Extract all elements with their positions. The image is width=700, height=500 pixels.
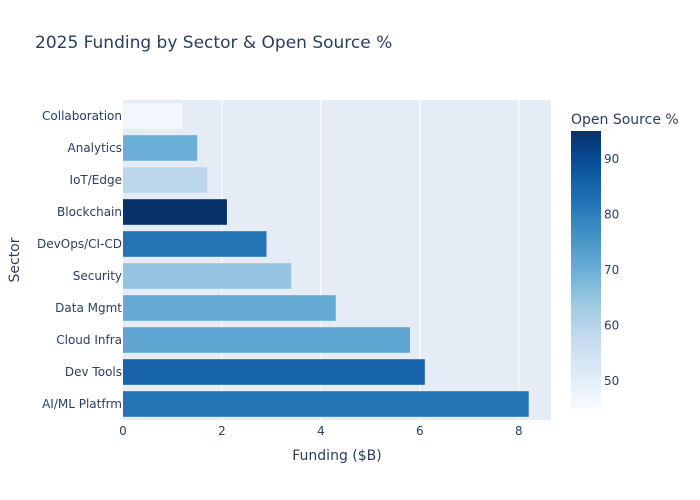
bar[interactable] [123,103,183,129]
colorbar-title: Open Source % [571,112,679,128]
y-tick-label: Cloud Infra [56,333,122,347]
bar[interactable] [123,167,208,193]
bar[interactable] [123,327,410,353]
x-tick-label: 2 [218,424,226,438]
y-tick-label: Security [73,269,122,283]
colorbar-tick-label: 70 [604,263,619,277]
y-tick-label: Analytics [68,141,123,155]
bar[interactable] [123,263,292,289]
chart-title: 2025 Funding by Sector & Open Source % [35,33,393,53]
colorbar-gradient [571,131,601,409]
colorbar: Open Source % 50 60 70 80 90 [571,112,679,409]
colorbar-tick-label: 60 [604,319,619,333]
y-tick-label: Dev Tools [65,365,122,379]
colorbar-tick-label: 90 [604,152,619,166]
y-tick-label: Blockchain [57,205,122,219]
colorbar-tick-label: 50 [604,374,619,388]
x-tick-label: 4 [317,424,325,438]
y-axis-label: Sector [7,237,23,282]
y-tick-label: IoT/Edge [70,173,122,187]
y-tick-label: Collaboration [42,109,122,123]
bar[interactable] [123,359,425,385]
y-tick-label: AI/ML Platfrm [42,397,122,411]
y-tick-label: Data Mgmt [55,301,122,315]
x-tick-label: 8 [515,424,523,438]
y-tick-label: DevOps/CI-CD [37,237,122,251]
x-axis-label: Funding ($B) [292,448,381,464]
bar[interactable] [123,295,336,321]
bar[interactable] [123,135,198,161]
bar[interactable] [123,231,267,257]
x-tick-label: 6 [416,424,424,438]
bar[interactable] [123,199,227,225]
x-tick-label: 0 [119,424,127,438]
bar[interactable] [123,391,529,417]
colorbar-tick-label: 80 [604,207,619,221]
